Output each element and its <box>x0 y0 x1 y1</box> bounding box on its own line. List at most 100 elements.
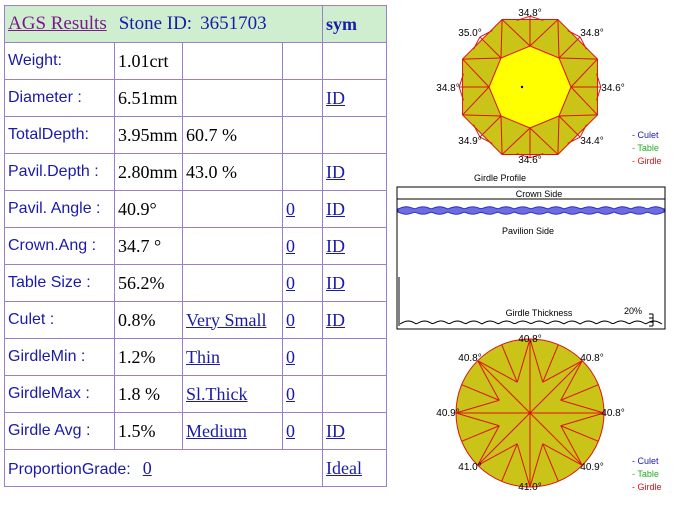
girdle-profile: Girdle Profile Crown Side Pavilion Side … <box>396 173 666 330</box>
facet-line <box>516 153 531 159</box>
table-size-extra-cell <box>182 264 283 302</box>
stone-id-label: Stone ID: <box>118 13 193 34</box>
row-diameter: Diameter : 6.51mm ID <box>4 79 387 117</box>
pavil-angle-zero-link[interactable]: 0 <box>286 198 295 219</box>
culet-zero-link[interactable]: 0 <box>286 309 295 330</box>
table-facet <box>488 45 572 129</box>
crown-ang-value: 34.7 ° <box>118 235 162 256</box>
facet-line <box>567 136 581 144</box>
table-size-zero-link[interactable]: 0 <box>286 272 295 293</box>
pavil-depth-extra: 43.0 % <box>186 161 237 182</box>
girdle-avg-zero-link[interactable]: 0 <box>286 420 295 441</box>
weight-value-cell: 1.01crt <box>114 42 183 80</box>
diameter-id-link[interactable]: ID <box>326 87 345 108</box>
proportion-grade-value-link[interactable]: 0 <box>142 457 152 478</box>
facet-line <box>479 136 493 144</box>
pavil-depth-value-cell: 2.80mm <box>114 153 183 191</box>
p-angle-top: 40.8° <box>518 334 541 345</box>
culet-value-cell: 0.8% <box>114 301 183 339</box>
culet-id-link[interactable]: ID <box>326 309 345 330</box>
girdlemax-extra[interactable]: Sl.Thick <box>186 383 248 404</box>
angle-bottom: 34.6° <box>518 155 541 166</box>
facet-line <box>529 15 544 21</box>
facet-line <box>458 86 464 101</box>
culet-zero-link-cell: 0 <box>282 301 323 339</box>
totaldepth-value-cell: 3.95mm <box>114 116 183 154</box>
culet-value: 0.8% <box>118 309 156 330</box>
sym-label: sym <box>326 13 357 34</box>
row-table-size: Table Size : 56.2% 0 ID <box>4 264 387 302</box>
crown-side-label: Crown Side <box>516 189 563 199</box>
girdlemin-zero-link[interactable]: 0 <box>286 346 295 367</box>
facet-line <box>500 115 503 155</box>
p-angle-bottom: 41.0° <box>518 482 541 493</box>
facet-line <box>479 36 502 59</box>
totaldepth-value: 3.95mm <box>118 124 178 145</box>
ags-results-link[interactable]: AGS Results <box>8 13 107 34</box>
pavil-depth-id-link[interactable]: ID <box>326 161 345 182</box>
pavilion-facet-line <box>560 399 605 414</box>
angle-left: 34.8° <box>436 83 459 94</box>
table-size-value-cell: 56.2% <box>114 264 183 302</box>
girdle-percent-label: 20% <box>624 306 642 316</box>
facet-line <box>558 115 581 138</box>
girdle-avg-id-link[interactable]: ID <box>326 420 345 441</box>
p-legend-culet: - Culet <box>632 456 659 466</box>
pavilion-facet-line <box>529 338 544 383</box>
crown-ang-id-link[interactable]: ID <box>326 235 345 256</box>
pavilion-facet-line <box>529 412 583 466</box>
crown-ang-extra-cell <box>182 227 283 265</box>
diameter-extra-cell <box>182 79 283 117</box>
pavilion-facet-lines <box>455 338 605 488</box>
crown-ang-zero-link-cell: 0 <box>282 227 323 265</box>
girdlemax-zero-link[interactable]: 0 <box>286 383 295 404</box>
proportion-grade-label: ProportionGrade: <box>8 460 131 478</box>
totaldepth-extra-cell: 60.7 % <box>182 116 283 154</box>
pavilion-facet-line <box>560 425 583 466</box>
girdlemin-value: 1.2% <box>118 346 156 367</box>
p-angle-bottom-left: 41.0° <box>458 462 481 473</box>
girdlemin-extra[interactable]: Thin <box>186 346 220 367</box>
culet-extra-cell: Very Small <box>182 301 283 339</box>
facet-line <box>558 36 581 59</box>
pavilion-facet-line <box>560 412 605 427</box>
pavil-angle-label: Pavil. Angle : <box>8 200 101 217</box>
pavilion-angle-diagram: 40.8° 40.8° 40.8° 40.9° 40.8° 41.0° 40.9… <box>436 334 661 493</box>
sym-cell: sym <box>322 5 387 43</box>
totaldepth-id-link-cell <box>322 116 387 154</box>
facet-line <box>558 57 598 60</box>
ideal-link[interactable]: Ideal <box>326 457 362 478</box>
pavil-depth-label-cell: Pavil.Depth : <box>4 153 115 191</box>
crown-ang-label-cell: Crown.Ang : <box>4 227 115 265</box>
pavilion-side-label: Pavilion Side <box>502 226 554 236</box>
facet-line <box>579 124 587 138</box>
girdlemax-value-cell: 1.8 % <box>114 375 183 413</box>
girdlemin-zero-link-cell: 0 <box>282 338 323 376</box>
table-size-id-link[interactable]: ID <box>326 272 345 293</box>
culet-extra[interactable]: Very Small <box>186 309 267 330</box>
diameter-zero-link-cell <box>282 79 323 117</box>
weight-id-link-cell <box>322 42 387 80</box>
girdle-profile-title: Girdle Profile <box>474 173 526 183</box>
header-row: AGS Results Stone ID: 3651703 sym <box>4 5 387 43</box>
facet-line <box>479 115 502 138</box>
pavil-angle-id-link[interactable]: ID <box>326 198 345 219</box>
row-girdlemax: GirdleMax : 1.8 % Sl.Thick 0 <box>4 375 387 413</box>
facet-line <box>567 30 581 38</box>
angle-top: 34.8° <box>518 8 541 19</box>
p-angle-left: 40.9° <box>436 408 459 419</box>
proportion-grade-row: ProportionGrade: 0 Ideal <box>4 449 387 487</box>
results-table: AGS Results Stone ID: 3651703 sym Weight… <box>4 5 387 487</box>
facet-line <box>501 127 531 155</box>
girdle-avg-extra[interactable]: Medium <box>186 420 247 441</box>
pavilion-facet-line <box>516 443 531 488</box>
girdlemax-zero-link-cell: 0 <box>282 375 323 413</box>
girdlemax-extra-cell: Sl.Thick <box>182 375 283 413</box>
culet-dot <box>520 85 524 89</box>
crown-ang-zero-link[interactable]: 0 <box>286 235 295 256</box>
pavilion-facet-line <box>542 443 583 466</box>
facet-line <box>462 114 502 117</box>
ideal-cell: Ideal <box>322 449 387 487</box>
pavil-angle-label-cell: Pavil. Angle : <box>4 190 115 228</box>
facet-line <box>570 86 598 116</box>
